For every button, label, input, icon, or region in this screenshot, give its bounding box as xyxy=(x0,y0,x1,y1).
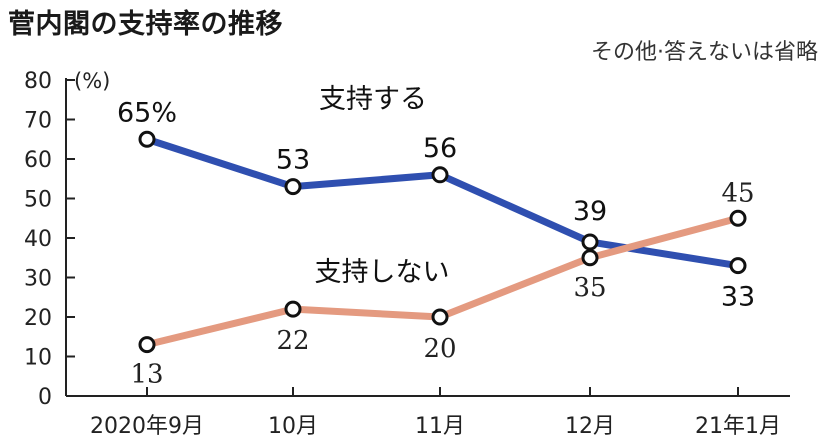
y-tick-label: 30 xyxy=(24,267,52,292)
x-tick-label: 12月 xyxy=(565,414,615,439)
support-marker xyxy=(284,178,302,196)
y-axis-unit: (%) xyxy=(74,69,110,93)
support-data-label: 65% xyxy=(117,97,177,128)
support-data-label: 39 xyxy=(573,196,607,227)
not-support-marker xyxy=(431,308,449,326)
support-data-label: 33 xyxy=(721,282,755,313)
x-tick-label: 11月 xyxy=(415,414,465,439)
series-label-support: 支持する xyxy=(319,84,427,115)
support-marker xyxy=(138,130,156,148)
y-tick-label: 0 xyxy=(38,385,52,410)
not-support-data-label: 20 xyxy=(423,334,456,364)
y-tick-label: 70 xyxy=(24,109,52,134)
y-tick-label: 50 xyxy=(24,188,52,213)
support-data-label: 56 xyxy=(423,133,457,164)
not-support-marker xyxy=(729,209,747,227)
x-tick-label: 2020年9月 xyxy=(90,414,204,439)
chart-note: その他·答えないは省略 xyxy=(591,40,818,65)
x-tick-label: 10月 xyxy=(268,414,318,439)
support-marker xyxy=(581,233,599,251)
series-label-not-support: 支持しない xyxy=(315,257,450,288)
not-support-data-label: 22 xyxy=(276,326,309,356)
not-support-data-label: 13 xyxy=(130,360,163,390)
not-support-data-label: 35 xyxy=(573,273,606,303)
chart-title: 菅内閣の支持率の推移 xyxy=(8,9,283,40)
not-support-marker xyxy=(581,249,599,267)
support-data-label: 53 xyxy=(276,145,310,176)
not-support-marker xyxy=(138,336,156,354)
support-marker xyxy=(729,257,747,275)
not-support-data-label: 45 xyxy=(721,178,754,208)
x-tick-label: 21年1月 xyxy=(695,414,781,439)
y-tick-label: 40 xyxy=(24,227,52,252)
y-tick-label: 60 xyxy=(24,148,52,173)
y-tick-label: 20 xyxy=(24,306,52,331)
support-marker xyxy=(431,166,449,184)
y-tick-label: 80 xyxy=(24,69,52,94)
y-tick-label: 10 xyxy=(24,346,52,371)
not-support-marker xyxy=(284,300,302,318)
